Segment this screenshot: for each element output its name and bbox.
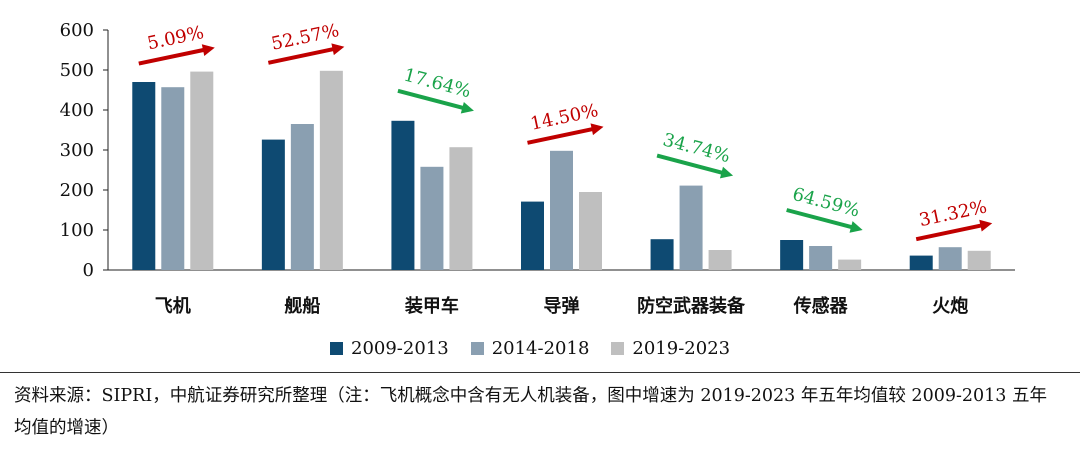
legend-item-2014-2018: 2014-2018 <box>470 338 590 359</box>
x-tick-label: 火炮 <box>932 295 968 317</box>
growth-label: 64.59% <box>790 184 862 222</box>
legend-label: 2019-2023 <box>632 338 731 359</box>
trend-arrow-line <box>786 208 858 231</box>
x-tick-label: 传感器 <box>793 295 849 317</box>
trend-arrow-line <box>656 153 728 176</box>
y-tick-label: 0 <box>83 260 94 281</box>
trend-arrow-line <box>915 222 987 242</box>
x-tick-label: 装甲车 <box>405 295 459 317</box>
legend-item-2019-2023: 2019-2023 <box>611 338 730 359</box>
trend-arrow-line <box>138 46 210 66</box>
trend-arrow-head <box>719 166 734 179</box>
trend-arrow-line <box>527 126 598 145</box>
trend-arrow-line <box>397 88 469 112</box>
x-tick-label: 导弹 <box>544 295 580 317</box>
bar <box>161 87 185 270</box>
bar <box>579 192 602 270</box>
bar-chart: 0100200300400500600飞机5.09%舰船52.57%装甲车17.… <box>60 20 1015 317</box>
legend: 2009-2013 2014-2018 2019-2023 <box>330 338 752 359</box>
trend-arrow-head <box>201 44 215 56</box>
bar <box>809 246 833 270</box>
bar <box>650 239 674 270</box>
x-tick-label: 防空武器装备 <box>637 295 746 317</box>
trend-arrow-head <box>331 43 345 56</box>
source-divider <box>0 372 1080 373</box>
bar <box>132 82 156 270</box>
bar <box>261 139 285 270</box>
bar <box>938 247 962 270</box>
bar <box>550 150 573 270</box>
legend-label: 2014-2018 <box>491 338 590 359</box>
bar <box>290 124 314 270</box>
bar <box>679 185 703 270</box>
trend-arrow-line <box>267 46 339 65</box>
bar <box>190 71 214 270</box>
bar <box>838 259 862 270</box>
bar <box>708 250 732 270</box>
bar <box>391 120 415 270</box>
legend-swatch <box>611 342 625 355</box>
source-note: 资料来源：SIPRI，中航证券研究所整理（注：飞机概念中含有无人机装备，图中增速… <box>14 386 1047 438</box>
y-tick-label: 400 <box>60 100 94 121</box>
y-tick-label: 100 <box>60 220 94 241</box>
y-tick-label: 300 <box>60 140 94 161</box>
x-tick-label: 舰船 <box>284 295 320 317</box>
trend-arrow-head <box>590 123 604 136</box>
bar <box>319 70 343 270</box>
growth-label: 34.74% <box>661 129 733 167</box>
y-tick-label: 600 <box>60 20 94 41</box>
bar <box>420 166 444 270</box>
growth-label: 17.64% <box>401 65 473 103</box>
bar <box>780 240 804 270</box>
y-tick-label: 200 <box>60 180 94 201</box>
trend-arrow-head <box>849 221 863 233</box>
trend-arrow-head <box>460 101 474 114</box>
legend-swatch <box>330 342 343 355</box>
bar <box>449 147 473 270</box>
bar <box>521 201 544 270</box>
legend-item-2009-2013: 2009-2013 <box>330 338 449 359</box>
bar <box>967 250 991 270</box>
bar <box>909 255 933 270</box>
x-tick-label: 飞机 <box>155 296 191 317</box>
legend-swatch <box>470 342 484 355</box>
y-tick-label: 500 <box>60 60 94 81</box>
trend-arrow-head <box>979 219 993 232</box>
legend-label: 2009-2013 <box>351 338 449 359</box>
